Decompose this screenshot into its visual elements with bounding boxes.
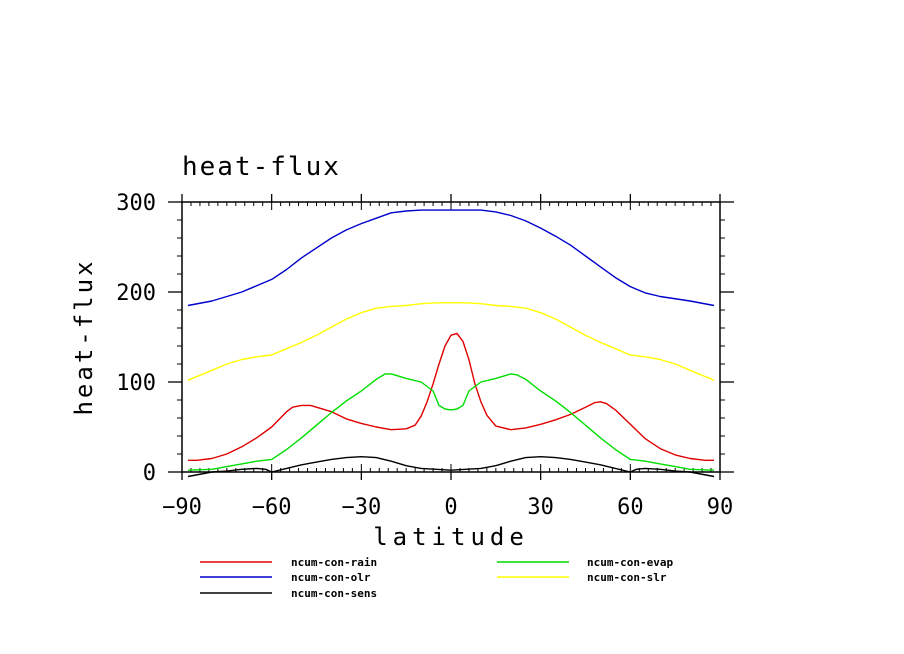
x-tick-label: 0 (444, 495, 457, 520)
legend-label: ncum-con-rain (291, 556, 377, 569)
y-tick-label: 300 (116, 191, 156, 216)
y-tick-label: 100 (116, 371, 156, 396)
y-tick-labels: 0 100 200 300 (116, 191, 156, 486)
legend-label: ncum-con-slr (587, 571, 667, 584)
legend-label: ncum-con-evap (587, 556, 673, 569)
x-tick-label: −60 (252, 495, 292, 520)
x-axis-label: latitude (373, 523, 529, 551)
x-tick-labels: −90 −60 −30 0 30 60 90 (162, 495, 733, 520)
y-tick-label: 0 (143, 461, 156, 486)
x-tick-label: 30 (527, 495, 554, 520)
plot-series (187, 209, 715, 478)
tick-marks (168, 194, 734, 480)
x-tick-label: 60 (617, 495, 644, 520)
series-line-ncum-con-olr (187, 209, 715, 307)
legend-label: ncum-con-sens (291, 587, 377, 600)
x-tick-label: 90 (707, 495, 734, 520)
y-tick-label: 200 (116, 281, 156, 306)
chart-title: heat-flux (182, 152, 341, 182)
series-line-ncum-con-slr (187, 302, 715, 381)
legend-label: ncum-con-olr (291, 571, 371, 584)
legend: ncum-con-rain ncum-con-olr ncum-con-sens nc… (200, 556, 673, 600)
plot-frame (181, 201, 721, 473)
series-line-ncum-con-rain (188, 332, 714, 461)
x-tick-label: −30 (341, 495, 381, 520)
series-line-ncum-con-evap (187, 373, 715, 471)
y-axis-label: heat-flux (70, 258, 98, 415)
x-tick-label: −90 (162, 495, 202, 520)
